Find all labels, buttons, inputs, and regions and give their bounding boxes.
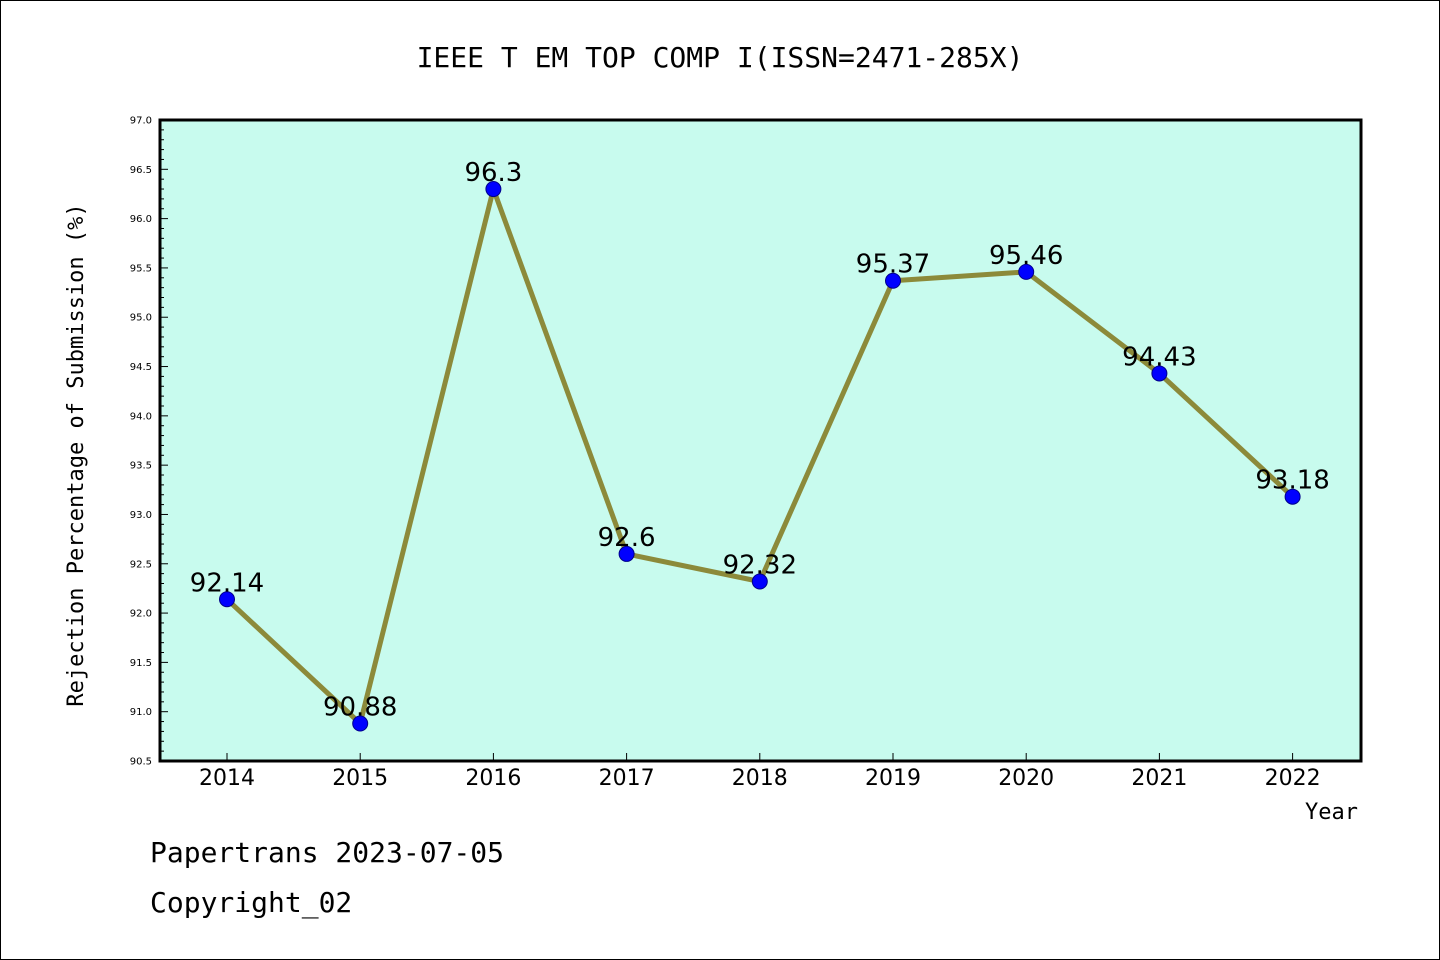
data-label: 93.18: [1255, 466, 1329, 496]
y-tick-label: 95.5: [130, 263, 152, 274]
y-tick-label: 92.0: [130, 609, 152, 620]
data-point: [485, 181, 502, 198]
x-tick-label: 2014: [199, 766, 255, 791]
data-point: [1151, 365, 1168, 382]
plot-area: [160, 120, 1361, 761]
y-tick-label: 91.5: [130, 658, 152, 669]
x-tick-label: 2016: [465, 766, 521, 791]
x-tick-label: 2021: [1131, 766, 1187, 791]
data-label: 90.88: [323, 693, 397, 723]
y-tick-label: 93.0: [130, 510, 152, 521]
data-point: [751, 573, 768, 590]
y-tick-label: 96.5: [130, 165, 152, 176]
data-label: 94.43: [1122, 342, 1196, 372]
chart-title: IEEE T EM TOP COMP I(ISSN=2471-285X): [417, 41, 1024, 74]
x-tick-label: 2018: [732, 766, 788, 791]
y-tick-label: 94.5: [130, 362, 152, 373]
data-point: [885, 272, 901, 289]
data-label: 92.14: [190, 568, 264, 598]
y-tick-label: 95.0: [130, 313, 152, 324]
x-tick-label: 2022: [1265, 766, 1321, 791]
y-tick-label: 94.0: [130, 411, 152, 422]
x-axis-ticks: 2014 2015 2016 2017 2018 2019 2020 2021 2022: [199, 753, 1321, 791]
data-labels: 92.14 90.88 96.3 92.6 92.32 95.37 95.46 94.43 93…: [190, 158, 1330, 722]
y-tick-label: 97.0: [130, 116, 152, 127]
footer-copyright: Copyright_02: [150, 886, 353, 919]
y-tick-label: 91.0: [130, 707, 152, 718]
x-tick-label: 2017: [599, 766, 655, 791]
data-point: [1284, 488, 1301, 505]
y-tick-label: 90.5: [130, 757, 152, 768]
data-point: [1018, 263, 1035, 280]
footer-source: Papertrans 2023-07-05: [150, 836, 505, 869]
data-label: 92.6: [598, 523, 656, 553]
data-point: [618, 545, 635, 562]
data-label: 92.32: [723, 551, 797, 581]
x-tick-label: 2015: [332, 766, 388, 791]
y-tick-label: 96.0: [130, 214, 152, 225]
y-tick-label: 93.5: [130, 461, 152, 472]
data-label: 95.46: [989, 241, 1063, 271]
x-axis-label: Year: [1305, 800, 1358, 825]
x-tick-label: 2019: [865, 766, 921, 791]
data-series: [219, 181, 1301, 732]
data-point: [219, 591, 235, 608]
y-tick-label: 92.5: [130, 559, 152, 570]
data-label: 95.37: [856, 250, 930, 280]
data-label: 96.3: [464, 158, 522, 188]
y-axis-label: Rejection Percentage of Submission (%): [64, 203, 89, 706]
x-tick-label: 2020: [998, 766, 1054, 791]
data-point: [352, 715, 369, 732]
plot-border: [158, 118, 1363, 763]
